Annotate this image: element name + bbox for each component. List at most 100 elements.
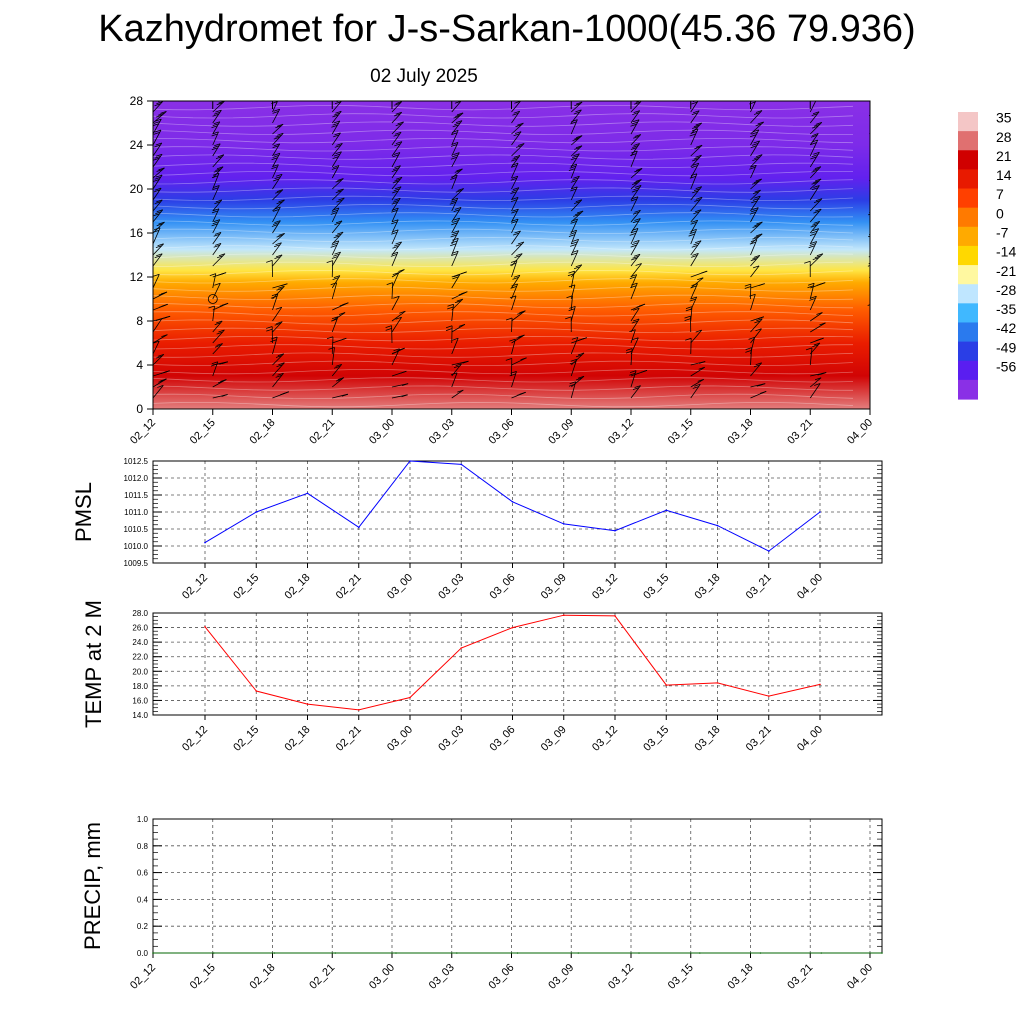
wind-barb-flag <box>630 147 638 150</box>
wind-barb-flag <box>153 189 160 193</box>
wind-barb-flag <box>333 235 340 239</box>
wind-barb <box>690 277 704 289</box>
contour-line <box>153 179 854 185</box>
x-tick-label: 03_12 <box>606 417 636 447</box>
wind-barb-flag <box>155 245 163 248</box>
contour-line <box>153 269 854 276</box>
colorbar-swatch <box>958 131 978 151</box>
wind-barb-flag <box>451 142 459 145</box>
wind-barb-flag <box>447 306 454 310</box>
wind-barb <box>869 155 870 156</box>
wind-barb <box>869 264 870 266</box>
wind-barb-flag <box>816 312 823 315</box>
wind-barb-flag <box>632 318 640 322</box>
wind-barb-flag <box>634 134 641 137</box>
wind-barb-flag <box>337 377 344 380</box>
y-tick-label: 16 <box>130 226 144 240</box>
wind-barb-flag <box>813 200 821 203</box>
colorbar-swatch <box>958 112 978 132</box>
wind-barb-flag <box>335 190 342 194</box>
wind-barb-flag <box>395 111 402 115</box>
contour-line <box>153 401 854 408</box>
wind-barb-flag <box>691 219 698 223</box>
wind-barb-flag <box>457 389 464 393</box>
wind-barb-flag <box>575 377 583 381</box>
chart-subtitle: 02 July 2025 <box>370 66 478 87</box>
wind-barb-flag <box>695 329 702 333</box>
wind-barb-flag <box>640 370 648 373</box>
wind-barb-flag <box>810 134 818 138</box>
wind-barb-flag <box>505 358 512 361</box>
wind-barb-flag <box>633 143 640 146</box>
wind-barb-flag <box>630 123 637 127</box>
wind-barb-flag <box>693 242 700 246</box>
wind-barb-flag <box>692 162 699 166</box>
y-tick-label: 1010.5 <box>124 525 149 534</box>
chart-title: Kazhydromet for J-s-Sarkan-1000(45.36 79… <box>98 8 916 50</box>
wind-barb-flag <box>872 333 878 335</box>
wind-barb <box>869 298 870 299</box>
wind-barb-flag <box>691 165 698 168</box>
wind-barb-flag <box>515 243 523 247</box>
wind-barb-flag <box>509 295 517 299</box>
contour-line <box>153 302 854 309</box>
colorbar-label: -42 <box>996 320 1016 336</box>
wind-barb-flag <box>511 197 519 200</box>
wind-barb-flag <box>631 189 639 193</box>
wind-barb-flag <box>278 285 285 289</box>
data-point <box>638 952 640 954</box>
wind-barb-flag <box>272 111 279 114</box>
x-tick-label: 03_21 <box>785 962 815 992</box>
wind-barb <box>690 379 704 388</box>
pmsl-panel: 1009.5 1010.0 1010.5 1011.0 1011.5 1012.0 1012… <box>71 457 883 602</box>
x-tick-label: 03_03 <box>427 417 457 447</box>
wind-barb-flag <box>635 179 642 182</box>
wind-barb-flag <box>633 110 640 113</box>
wind-barb-flag <box>570 358 577 362</box>
wind-barb-flag <box>871 239 877 241</box>
wind-barb-flag <box>574 147 581 150</box>
wind-barb-flag <box>692 253 699 256</box>
wind-barb <box>869 353 870 354</box>
wind-barb-flag <box>450 199 457 203</box>
wind-barb-flag <box>814 255 822 259</box>
colorbar-label: 28 <box>996 129 1012 145</box>
x-tick-label: 02_15 <box>231 572 261 602</box>
wind-barb-flag <box>154 155 161 159</box>
colorbar-swatch <box>958 322 978 343</box>
contour-line <box>153 393 854 399</box>
wind-barb-flag <box>335 220 343 224</box>
data-point <box>614 529 616 532</box>
data-point <box>820 952 823 954</box>
wind-barb-flag <box>811 230 818 234</box>
wind-barb-flag <box>273 143 280 147</box>
wind-barb-flag <box>218 253 226 257</box>
wind-barb-flag <box>753 140 760 144</box>
wind-barb-flag <box>512 187 520 190</box>
wind-barb-flag <box>456 168 463 172</box>
wind-barb-flag <box>815 338 822 342</box>
wind-barb-flag <box>745 347 752 350</box>
wind-barb-flag <box>692 190 699 194</box>
wind-barb-flag <box>517 392 524 396</box>
wind-barb <box>809 101 817 113</box>
wind-barb-flag <box>211 223 218 227</box>
wind-barb-flag <box>516 253 523 256</box>
wind-barb-flag <box>813 221 820 224</box>
wind-barb-flag <box>514 255 521 258</box>
wind-barb-flag <box>812 344 819 348</box>
wind-barb-flag <box>571 250 579 253</box>
colorbar-swatch <box>958 284 978 304</box>
wind-barb-flag <box>450 144 458 147</box>
wind-barb-flag <box>334 222 341 226</box>
wind-barb-flag <box>695 122 702 126</box>
wind-barb-flag <box>455 120 463 123</box>
calm-wind-marker <box>207 294 218 304</box>
wind-barb-flag <box>520 357 527 361</box>
wind-barb-flag <box>456 298 463 302</box>
wind-barb-flag <box>216 343 223 346</box>
wind-barb-flag <box>450 177 457 180</box>
wind-barb-flag <box>157 354 164 357</box>
wind-barb-flag <box>335 110 342 114</box>
wind-barb-flag <box>393 295 400 299</box>
